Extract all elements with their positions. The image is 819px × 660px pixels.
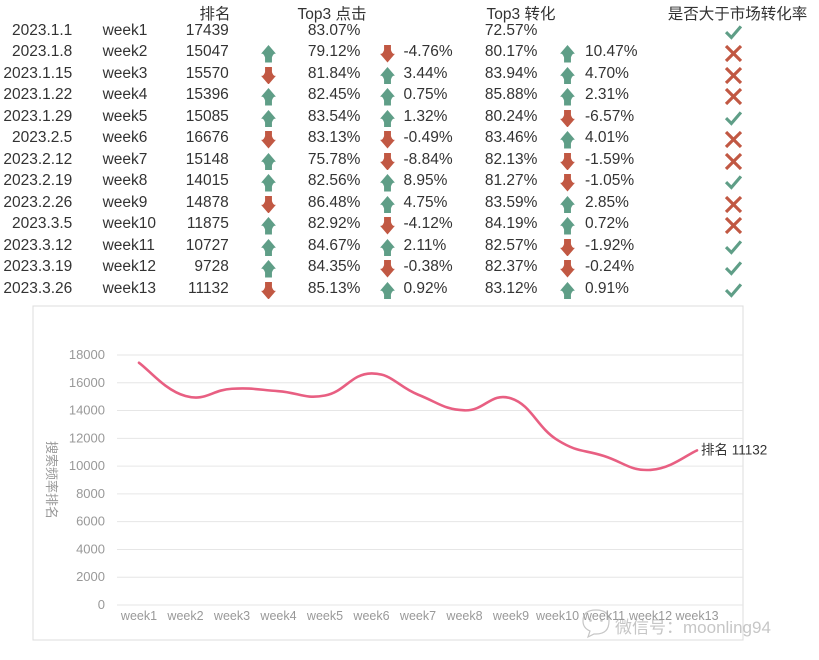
svg-text:微信号：moonling94: 微信号：moonling94	[615, 618, 771, 637]
svg-text:排名 11132: 排名 11132	[701, 442, 767, 457]
svg-text:week4: week4	[259, 609, 296, 623]
svg-text:14000: 14000	[69, 403, 105, 418]
svg-text:0: 0	[98, 597, 105, 612]
svg-text:4000: 4000	[76, 541, 105, 556]
svg-text:week2: week2	[166, 609, 203, 623]
svg-text:6000: 6000	[76, 514, 105, 529]
svg-text:week10: week10	[535, 609, 579, 623]
svg-text:week9: week9	[492, 609, 529, 623]
svg-text:10000: 10000	[69, 458, 105, 473]
svg-text:week7: week7	[399, 609, 436, 623]
svg-text:week5: week5	[306, 609, 343, 623]
svg-text:week6: week6	[352, 609, 389, 623]
svg-text:12000: 12000	[69, 430, 105, 445]
svg-text:week3: week3	[213, 609, 250, 623]
svg-text:week8: week8	[445, 609, 482, 623]
svg-text:16000: 16000	[69, 375, 105, 390]
svg-text:week1: week1	[120, 609, 157, 623]
svg-text:搜索频率排名: 搜索频率排名	[44, 441, 59, 519]
svg-text:18000: 18000	[69, 347, 105, 362]
svg-text:8000: 8000	[76, 486, 105, 501]
svg-text:2000: 2000	[76, 569, 105, 584]
